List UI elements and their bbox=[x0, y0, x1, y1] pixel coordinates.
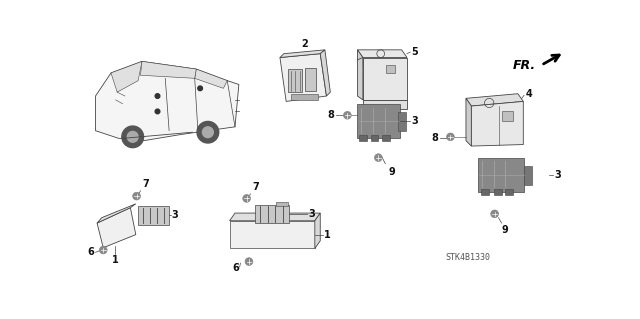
Bar bbox=[382, 135, 390, 141]
Circle shape bbox=[243, 195, 250, 202]
Bar bbox=[291, 94, 318, 100]
Bar bbox=[371, 135, 378, 141]
Bar bbox=[305, 68, 316, 91]
Circle shape bbox=[132, 192, 140, 200]
Bar bbox=[397, 112, 406, 131]
Text: 3: 3 bbox=[172, 210, 178, 220]
Bar bbox=[477, 159, 524, 192]
Polygon shape bbox=[95, 61, 239, 142]
Polygon shape bbox=[97, 204, 136, 223]
Bar bbox=[524, 166, 532, 185]
Text: 7: 7 bbox=[142, 179, 148, 189]
Bar bbox=[359, 135, 367, 141]
Circle shape bbox=[122, 126, 143, 148]
Bar bbox=[230, 221, 315, 249]
Text: 8: 8 bbox=[327, 110, 334, 120]
Text: 1: 1 bbox=[324, 230, 331, 240]
Polygon shape bbox=[230, 213, 320, 221]
Polygon shape bbox=[358, 57, 363, 100]
Circle shape bbox=[127, 131, 138, 142]
Polygon shape bbox=[97, 208, 136, 248]
Bar bbox=[506, 189, 513, 195]
Text: 8: 8 bbox=[431, 133, 438, 143]
Polygon shape bbox=[466, 94, 524, 106]
Polygon shape bbox=[280, 50, 325, 57]
Bar bbox=[255, 204, 289, 223]
Circle shape bbox=[198, 86, 202, 91]
Polygon shape bbox=[363, 57, 407, 100]
Text: FR.: FR. bbox=[513, 60, 536, 72]
Text: 9: 9 bbox=[501, 225, 508, 234]
Bar bbox=[276, 202, 288, 206]
Polygon shape bbox=[363, 100, 407, 109]
Text: 9: 9 bbox=[388, 167, 396, 177]
Polygon shape bbox=[111, 61, 142, 92]
Circle shape bbox=[447, 133, 454, 141]
Text: 3: 3 bbox=[308, 209, 316, 219]
Text: 7: 7 bbox=[252, 182, 259, 192]
Circle shape bbox=[374, 154, 382, 161]
Polygon shape bbox=[315, 213, 320, 249]
Bar bbox=[288, 69, 301, 92]
Circle shape bbox=[491, 210, 499, 218]
Bar bbox=[356, 105, 400, 138]
Text: 3: 3 bbox=[554, 170, 561, 180]
Bar bbox=[386, 65, 396, 73]
Polygon shape bbox=[140, 61, 196, 78]
Bar bbox=[502, 111, 513, 121]
Polygon shape bbox=[195, 69, 227, 88]
Polygon shape bbox=[280, 54, 326, 101]
Bar bbox=[138, 206, 169, 225]
Circle shape bbox=[245, 258, 253, 265]
Bar bbox=[494, 189, 502, 195]
Text: 1: 1 bbox=[111, 256, 118, 265]
Circle shape bbox=[344, 111, 351, 119]
Text: 4: 4 bbox=[525, 89, 532, 99]
Text: 5: 5 bbox=[412, 47, 419, 57]
Circle shape bbox=[99, 246, 107, 254]
Text: STK4B1330: STK4B1330 bbox=[445, 253, 490, 262]
Circle shape bbox=[155, 94, 160, 98]
Text: 6: 6 bbox=[232, 263, 239, 273]
Polygon shape bbox=[320, 50, 330, 96]
Text: 3: 3 bbox=[412, 116, 419, 126]
Circle shape bbox=[197, 122, 219, 143]
Polygon shape bbox=[358, 50, 407, 57]
Text: 6: 6 bbox=[87, 247, 94, 257]
Polygon shape bbox=[472, 101, 524, 146]
Text: 2: 2 bbox=[301, 39, 308, 49]
Circle shape bbox=[202, 127, 213, 137]
Polygon shape bbox=[358, 50, 363, 65]
Circle shape bbox=[155, 109, 160, 114]
Polygon shape bbox=[466, 98, 472, 146]
Bar bbox=[481, 189, 489, 195]
